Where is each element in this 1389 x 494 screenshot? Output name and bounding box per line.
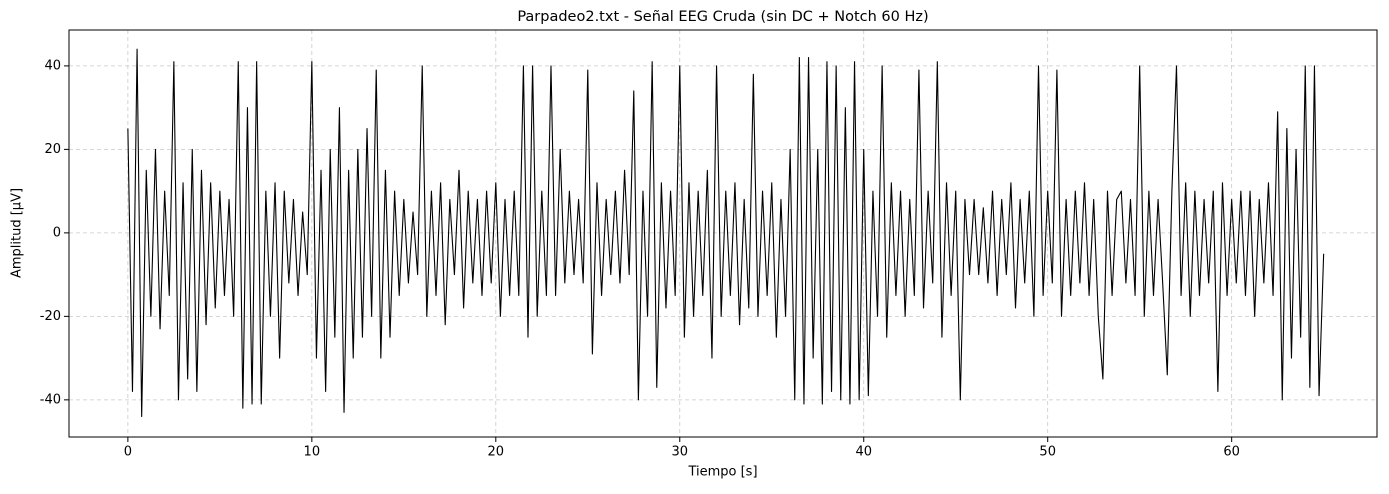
signal-line [127,48,1325,418]
x-tick-label: 20 [488,445,505,460]
y-tick-label: 40 [44,58,61,73]
x-tick-label: 40 [855,445,872,460]
y-tick-label: -20 [40,309,61,324]
plot-frame [68,29,1378,438]
x-tick-label: 0 [124,445,132,460]
x-tick-label: 30 [671,445,688,460]
x-tick-label: 60 [1223,445,1240,460]
y-tick-label: 20 [44,142,61,157]
x-tick-label: 10 [304,445,321,460]
x-axis-label: Tiempo [s] [687,465,757,480]
y-tick-label: -40 [40,392,61,407]
x-tick-label: 50 [1039,445,1056,460]
y-tick-label: 0 [53,225,61,240]
y-axis-label: Amplitud [µV] [10,188,25,278]
chart-title: Parpadeo2.txt - Señal EEG Cruda (sin DC … [517,9,928,25]
